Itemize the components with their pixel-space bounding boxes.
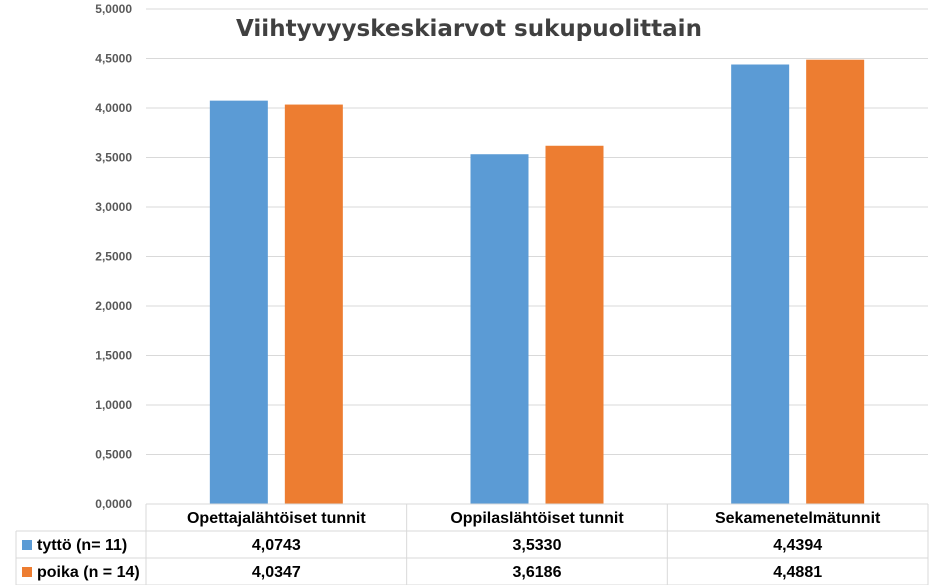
- bar-tytto-3: [731, 64, 790, 505]
- category-label: Opettajalähtöiset tunnit: [187, 510, 366, 527]
- y-axis-ticks: 0,0000 0,5000 1,0000 1,5000 2,0000 2,5000 3,00…: [95, 2, 132, 511]
- table-cell-value: 4,4881: [773, 564, 822, 581]
- bar-poika-3: [806, 59, 865, 504]
- table-cell-value: 4,0347: [252, 564, 301, 581]
- legend-swatch: [22, 540, 32, 550]
- y-tick-label: 5,0000: [95, 2, 132, 16]
- y-tick-label: 0,0000: [95, 497, 132, 511]
- category-label: Oppilaslähtöiset tunnit: [450, 510, 624, 527]
- y-tick-label: 3,0000: [95, 200, 132, 214]
- table-cell-value: 3,6186: [513, 564, 562, 581]
- bar-tytto-2: [470, 154, 529, 504]
- y-tick-label: 4,0000: [95, 101, 132, 115]
- chart-title: Viihtyvyyskeskiarvot sukupuolittain: [236, 16, 702, 42]
- table-cell-value: 4,0743: [252, 537, 301, 554]
- bars: [209, 59, 865, 505]
- legend-label: tyttö (n= 11): [37, 537, 127, 554]
- legend-swatch: [22, 567, 32, 577]
- bar-tytto-1: [209, 100, 268, 505]
- y-tick-label: 2,0000: [95, 299, 132, 313]
- y-tick-label: 4,5000: [95, 52, 132, 66]
- gridlines: [146, 8, 928, 505]
- y-tick-label: 3,5000: [95, 151, 132, 165]
- y-tick-label: 1,5000: [95, 349, 132, 363]
- data-table: Opettajalähtöiset tunnit Oppilaslähtöiset…: [15, 503, 929, 585]
- y-tick-label: 1,0000: [95, 398, 132, 412]
- bar-poika-1: [284, 104, 343, 504]
- table-cell-value: 3,5330: [513, 537, 562, 554]
- bar-poika-2: [545, 145, 604, 504]
- category-label: Sekamenetelmätunnit: [715, 510, 881, 527]
- y-tick-label: 2,5000: [95, 250, 132, 264]
- y-tick-label: 0,5000: [95, 448, 132, 462]
- legend-label: poika (n = 14): [37, 564, 140, 581]
- table-cell-value: 4,4394: [773, 537, 822, 554]
